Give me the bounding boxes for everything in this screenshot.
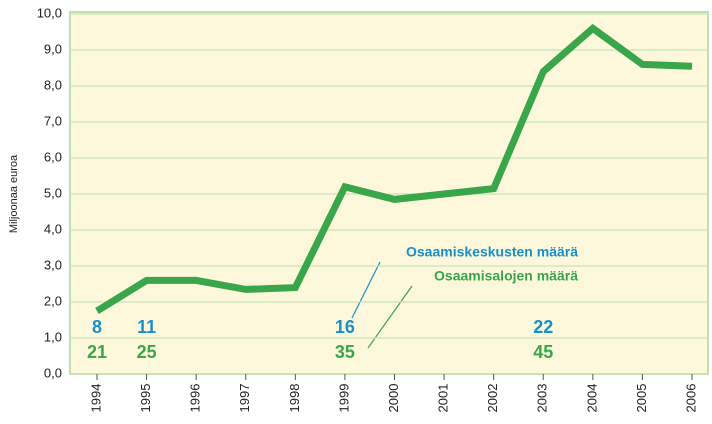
annotation-value: 11: [137, 317, 156, 337]
x-tick-label: 2000: [386, 384, 401, 413]
x-tick-label: 2005: [634, 384, 649, 413]
leader-line: [351, 261, 381, 319]
y-tick-label: 4,0: [44, 221, 62, 236]
annotation-label: Osaamisalojen määrä: [434, 268, 578, 284]
annotation-value: 45: [533, 342, 553, 362]
plot-area: [69, 11, 709, 375]
annotation-value: 35: [335, 342, 355, 362]
x-tick-label: 2004: [584, 384, 599, 413]
x-tick-label: 2006: [683, 384, 698, 413]
y-tick-label: 7,0: [44, 113, 62, 128]
y-tick-label: 0,0: [44, 365, 62, 380]
x-tick-label: 1997: [237, 384, 252, 413]
y-tick-label: 3,0: [44, 257, 62, 272]
annotation-label: Osaamiskeskusten määrä: [406, 244, 578, 260]
annotation-value: 21: [87, 342, 107, 362]
y-tick-label: 10,0: [37, 5, 62, 20]
x-tick-label: 1998: [287, 384, 302, 413]
y-tick-label: 6,0: [44, 149, 62, 164]
x-tick-label: 2001: [436, 384, 451, 413]
x-tick-label: 2002: [485, 384, 500, 413]
x-tick-label: 1999: [336, 384, 351, 413]
y-tick-label: 9,0: [44, 41, 62, 56]
y-tick-label: 5,0: [44, 185, 62, 200]
x-tick-label: 1996: [188, 384, 203, 413]
y-axis-label: Miljoonaa euroa: [8, 154, 20, 233]
y-tick-label: 2,0: [44, 293, 62, 308]
annotation-value: 16: [335, 317, 355, 337]
annotation-value: 22: [533, 317, 553, 337]
x-tick-label: 2003: [535, 384, 550, 413]
x-tick-label: 1994: [88, 384, 103, 413]
y-tick-label: 1,0: [44, 329, 62, 344]
annotation-value: 8: [92, 317, 102, 337]
x-tick-label: 1995: [138, 384, 153, 413]
y-tick-label: 8,0: [44, 77, 62, 92]
data-line: [95, 23, 693, 314]
annotation-value: 25: [137, 342, 157, 362]
